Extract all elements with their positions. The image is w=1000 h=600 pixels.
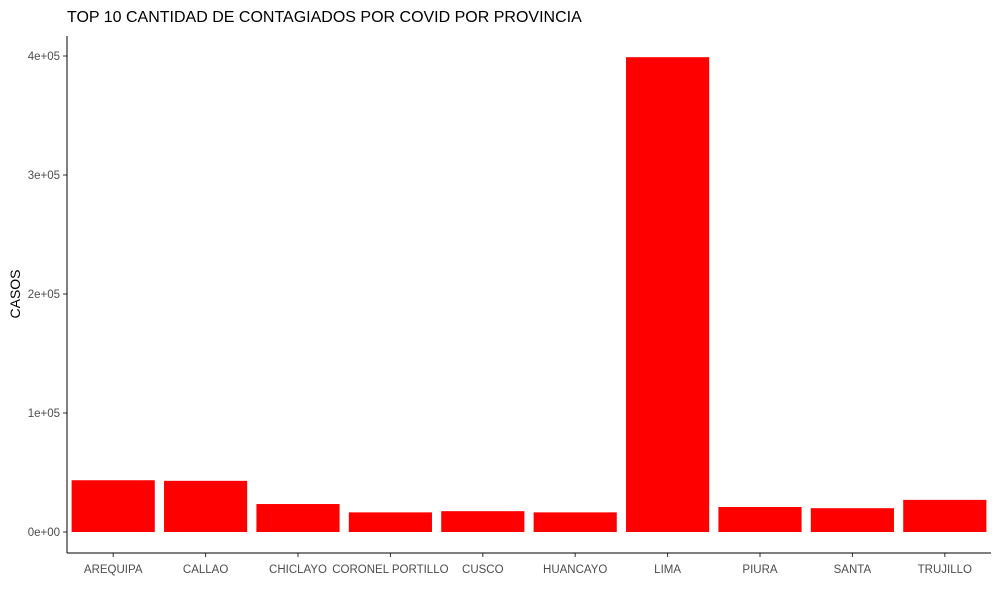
bar-lima [626, 57, 710, 532]
bar-coronel-portillo [348, 512, 432, 532]
bar-arequipa [71, 480, 155, 532]
x-tick-label: LIMA [654, 564, 681, 576]
x-tick-label: PIURA [742, 564, 777, 576]
x-tick-label: AREQUIPA [84, 564, 143, 576]
y-tick-label: 1e+05 [28, 408, 60, 420]
bar-santa [810, 508, 894, 532]
x-tick-label: TRUJILLO [918, 564, 972, 576]
y-tick-label: 0e+00 [28, 527, 60, 539]
bar-trujillo [903, 499, 987, 532]
chart-title: TOP 10 CANTIDAD DE CONTAGIADOS POR COVID… [67, 9, 582, 26]
x-tick-label: CHICLAYO [269, 564, 327, 576]
x-axis-ticks: AREQUIPA CALLAO CHICLAYO CORONEL PORTILLO CU… [84, 553, 972, 576]
bar-huancayo [533, 512, 617, 532]
y-tick-label: 4e+05 [28, 51, 60, 63]
bars [71, 57, 987, 532]
x-tick-label: CALLAO [183, 564, 228, 576]
x-tick-label: CORONEL PORTILLO [332, 564, 448, 576]
x-tick-label: HUANCAYO [543, 564, 607, 576]
y-tick-label: 3e+05 [28, 170, 60, 182]
y-tick-label: 2e+05 [28, 289, 60, 301]
x-tick-label: CUSCO [462, 564, 504, 576]
x-tick-label: SANTA [834, 564, 872, 576]
y-axis-ticks: 0e+00 1e+05 2e+05 3e+05 4e+05 [28, 51, 67, 539]
y-axis-label: CASOS [7, 269, 23, 318]
bar-piura [718, 507, 802, 532]
bar-cusco [441, 511, 525, 532]
bar-chiclayo [256, 504, 340, 532]
bar-callao [164, 480, 248, 532]
